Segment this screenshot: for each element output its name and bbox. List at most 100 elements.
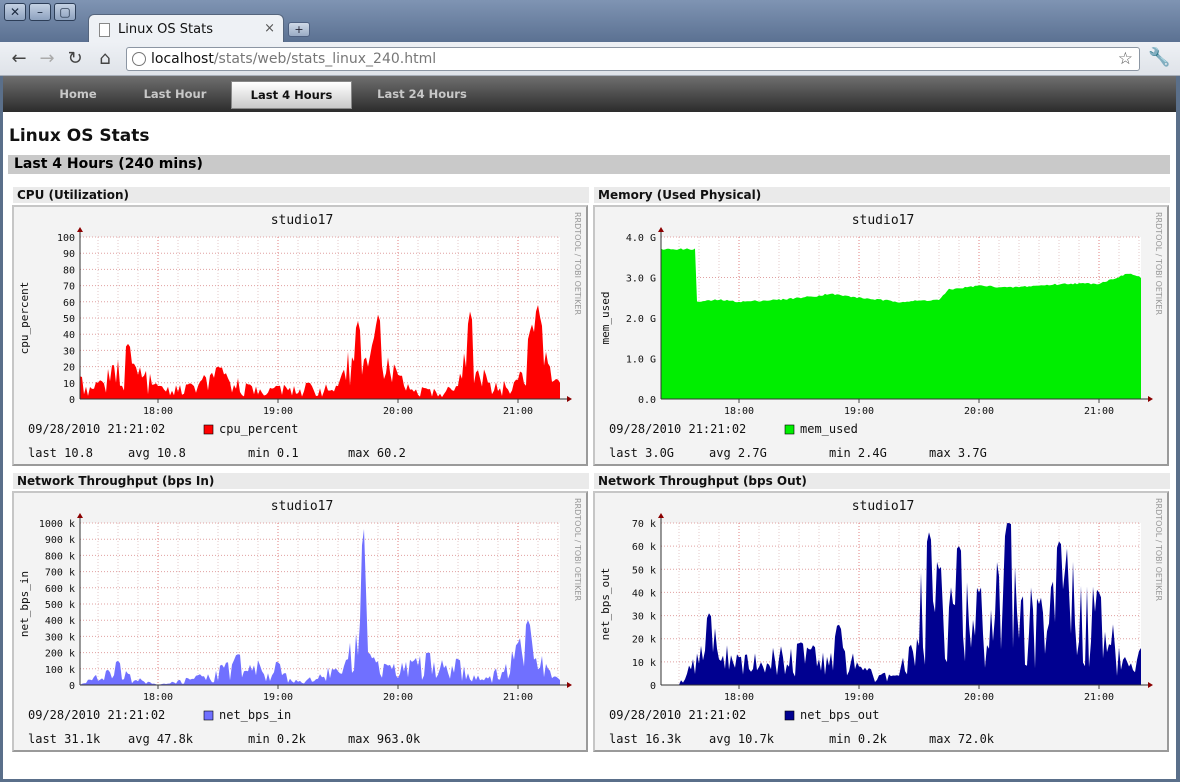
reload-icon[interactable]: ↻ [67,48,83,69]
y-tick-label: 1.0 G [626,355,656,366]
stat-max: max 963.0k [348,732,421,746]
y-axis-label: net_bps_in [18,571,31,637]
y-tick-label: 60 k [632,542,656,553]
stat-last: last 3.0G [609,446,674,460]
nav-last-24-hours[interactable]: Last 24 Hours [377,87,467,101]
timestamp-label: 09/28/2010 21:21:02 [28,422,165,436]
new-tab-button[interactable]: + [288,22,310,37]
y-tick-label: 10 k [632,658,656,669]
series-area [80,305,560,399]
y-tick-label: 10 [63,379,75,390]
y-tick-label: 0 [69,395,75,406]
x-axis-arrow [567,682,572,688]
minimize-window-button[interactable]: – [29,3,51,21]
x-tick-label: 21:00 [1084,406,1114,417]
y-tick-label: 600 k [45,584,75,595]
x-tick-label: 21:00 [1084,692,1114,703]
series-area [80,529,560,685]
y-tick-label: 200 k [45,649,75,660]
wrench-icon[interactable]: 🔧 [1148,47,1171,68]
graph-heading-net-out: Network Throughput (bps Out) [594,473,1170,489]
graph-net-in: 0 100 k 200 k 300 k 400 k 500 k 600 k 700 k 800 … [12,491,588,752]
stat-avg: avg 10.8 [128,446,186,460]
y-tick-label: 700 k [45,568,75,579]
chart-title: studio17 [271,213,334,228]
x-tick-label: 18:00 [143,406,173,417]
x-tick-label: 20:00 [964,406,994,417]
series-area [661,248,1141,399]
y-tick-label: 30 k [632,612,656,623]
y-tick-label: 60 [63,298,75,309]
stat-avg: avg 10.7k [709,732,775,746]
y-tick-label: 90 [63,249,75,260]
graph-heading-net-in: Network Throughput (bps In) [13,473,589,489]
legend-swatch [784,424,795,435]
url-text: localhost/stats/web/stats_linux_240.html [151,51,437,67]
legend-label: net_bps_in [219,708,291,722]
stat-avg: avg 2.7G [709,446,767,460]
maximize-window-button[interactable]: ▢ [54,3,76,21]
home-icon[interactable]: ⌂ [99,48,111,69]
legend-swatch [784,710,795,721]
y-tick-label: 50 k [632,565,656,576]
site-nav: Home Last Hour Last 4 Hours Last 24 Hour… [3,76,1176,112]
x-tick-label: 21:00 [503,406,533,417]
browser-tab[interactable]: Linux OS Stats × [88,14,284,44]
stat-last: last 10.8 [28,446,93,460]
y-tick-label: 4.0 G [626,233,656,244]
y-tick-label: 70 [63,282,75,293]
y-tick-label: 0.0 [638,395,656,406]
address-bar[interactable]: localhost/stats/web/stats_linux_240.html… [126,47,1140,71]
x-axis-arrow [1148,682,1153,688]
y-tick-label: 1000 k [39,519,75,530]
legend-label: mem_used [800,422,858,436]
x-tick-label: 18:00 [724,692,754,703]
back-arrow-icon[interactable]: ← [11,48,27,69]
y-tick-label: 20 k [632,635,656,646]
graph-svg: 0.0 1.0 G 2.0 G 3.0 G 4.0 G 18:00 19:00 20:00 21… [599,212,1163,460]
nav-last-hour[interactable]: Last Hour [143,87,207,101]
window-titlebar: ✕ – ▢ Linux OS Stats × + [0,0,1180,44]
close-window-button[interactable]: ✕ [4,3,26,21]
page-title: Linux OS Stats [9,126,150,146]
x-tick-label: 19:00 [263,406,293,417]
legend-label: cpu_percent [219,422,298,436]
watermark: RRDTOOL / TOBI OETIKER [573,498,582,601]
browser-toolbar: ← → ↻ ⌂ localhost/stats/web/stats_linux_… [0,42,1180,76]
y-tick-label: 100 k [45,665,75,676]
graph-cpu: 0 10 20 30 40 50 60 70 80 90 100 18:00 19:00 20:00 21:… [12,205,588,466]
y-axis-label: cpu_percent [18,282,31,355]
y-tick-label: 3.0 G [626,274,656,285]
nav-home[interactable]: Home [59,87,97,101]
y-axis-arrow [658,513,664,518]
y-tick-label: 100 [57,233,75,244]
y-tick-label: 900 k [45,535,75,546]
globe-icon [132,52,146,66]
graph-heading-memory: Memory (Used Physical) [594,187,1170,203]
legend-swatch [203,710,214,721]
y-tick-label: 20 [63,363,75,374]
x-tick-label: 20:00 [964,692,994,703]
x-tick-label: 18:00 [724,406,754,417]
timestamp-label: 09/28/2010 21:21:02 [609,422,746,436]
tab-title: Linux OS Stats [118,22,213,37]
forward-arrow-icon[interactable]: → [39,48,55,69]
stat-max: max 72.0k [929,732,995,746]
bookmark-star-icon[interactable]: ☆ [1117,49,1133,69]
y-axis-arrow [77,513,83,518]
chart-title: studio17 [271,499,334,514]
watermark: RRDTOOL / TOBI OETIKER [1154,498,1163,601]
graph-net-out: 0 10 k 20 k 30 k 40 k 50 k 60 k 70 k 18:00 19:00 2… [593,491,1169,752]
section-heading: Last 4 Hours (240 mins) [8,155,1170,174]
stat-min: min 2.4G [829,446,887,460]
y-tick-label: 0 [650,681,656,692]
x-tick-label: 19:00 [844,406,874,417]
timestamp-label: 09/28/2010 21:21:02 [609,708,746,722]
tab-close-icon[interactable]: × [264,21,275,36]
chart-title: studio17 [852,213,915,228]
x-tick-label: 18:00 [143,692,173,703]
y-tick-label: 400 k [45,616,75,627]
nav-last-4-hours[interactable]: Last 4 Hours [231,81,352,109]
y-tick-label: 80 [63,265,75,276]
stat-min: min 0.1 [248,446,299,460]
